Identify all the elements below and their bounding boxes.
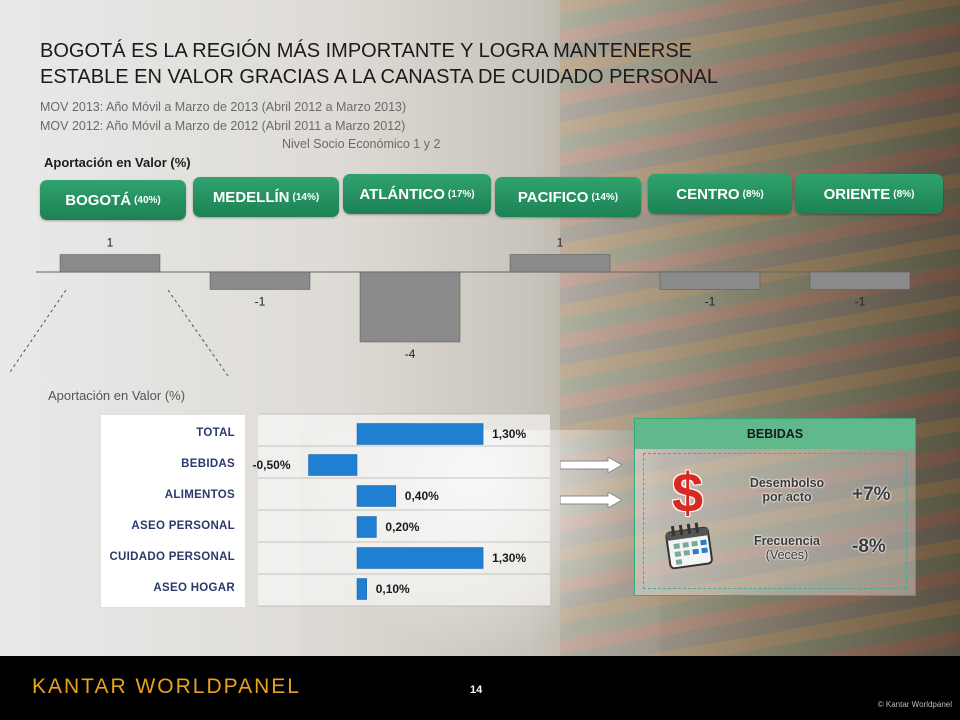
copyright: © Kantar Worldpanel: [877, 700, 952, 709]
region-share: (17%): [447, 188, 475, 200]
bebidas-panel: BEBIDAS $ Desembolso por acto +7% Frecue…: [634, 418, 916, 596]
kantar-logo: KANTAR WORLDPANEL: [32, 675, 301, 698]
desembolso-label: Desembolso por acto: [744, 476, 830, 504]
title-line-1: BOGOTÁ ES LA REGIÓN MÁS IMPORTANTE Y LOG…: [40, 40, 693, 62]
region-bar: [809, 271, 911, 290]
category-chart-ylabel: Aportación en Valor (%): [48, 388, 186, 403]
category-value-label: 0,40%: [405, 489, 439, 503]
category-bar: [356, 423, 484, 445]
region-value-label: -1: [255, 295, 266, 309]
category-label: TOTAL: [196, 427, 235, 439]
category-label: CUIDADO PERSONAL: [109, 551, 235, 563]
arrow-right-icon: [560, 457, 622, 473]
dollar-icon: $: [672, 461, 704, 524]
region-chart-ylabel: Aportación en Valor (%): [44, 155, 191, 170]
region-name: ATLÁNTICO: [359, 185, 445, 203]
subtitle-mov2013: MOV 2013: Año Móvil a Marzo de 2013 (Abr…: [40, 100, 407, 114]
category-label-box: TOTAL BEBIDAS ALIMENTOS ASEO PERSONAL CUIDAD…: [100, 414, 246, 608]
region-bar: [509, 254, 611, 273]
category-label: ASEO PERSONAL: [131, 520, 235, 532]
zoom-guide-line: [9, 289, 67, 373]
region-value-label: -1: [855, 295, 866, 309]
region-share: (14%): [292, 191, 320, 203]
region-name: CENTRO: [676, 185, 740, 203]
region-bar: [359, 271, 461, 343]
category-bar: [356, 516, 377, 538]
region-name: BOGOTÁ: [65, 191, 132, 209]
region-value-label: 1: [107, 236, 114, 250]
bebidas-metrics: $ Desembolso por acto +7% Frecuencia (Ve…: [643, 453, 907, 589]
region-value-label: -1: [705, 295, 716, 309]
region-share: (8%): [893, 188, 915, 200]
slide-title: BOGOTÁ ES LA REGIÓN MÁS IMPORTANTE Y LOG…: [40, 38, 860, 90]
region-pill: CENTRO (8%): [648, 174, 792, 214]
frecuencia-label-1: Frecuencia: [753, 534, 820, 548]
page-number: 14: [470, 684, 483, 696]
category-bar: [356, 547, 484, 569]
region-pill: PACIFICO (14%): [495, 177, 641, 217]
subtitle-mov2012: MOV 2012: Año Móvil a Marzo de 2012 (Abr…: [40, 119, 406, 133]
category-bar: [356, 485, 397, 507]
region-value-label: -4: [405, 347, 416, 361]
category-label: ASEO HOGAR: [153, 582, 235, 594]
category-value-label: 0,10%: [376, 582, 410, 596]
category-label: ALIMENTOS: [164, 489, 235, 501]
region-chart: 1 -1 -4 1 -1 -1: [9, 236, 924, 377]
calendar-icon: [665, 522, 713, 570]
region-name: PACIFICO: [517, 188, 589, 206]
frecuencia-label: Frecuencia (Veces): [744, 534, 830, 562]
subtitle-nse: Nivel Socio Económico 1 y 2: [282, 137, 441, 151]
category-bar: [356, 578, 367, 600]
category-value-label: 0,20%: [385, 520, 419, 534]
footer-bar: [0, 656, 960, 720]
desembolso-label-2: por acto: [762, 490, 812, 504]
region-pill: ORIENTE (8%): [795, 174, 943, 214]
category-value-label: 1,30%: [492, 427, 526, 441]
region-bar: [659, 271, 761, 290]
region-share: (8%): [742, 188, 764, 200]
category-value-label: -0,50%: [253, 458, 291, 472]
region-bar: [209, 271, 311, 290]
frecuencia-value: -8%: [852, 536, 886, 557]
desembolso-value: +7%: [852, 484, 891, 505]
region-share: (14%): [591, 191, 619, 203]
region-pill: BOGOTÁ (40%): [40, 180, 186, 220]
region-name: MEDELLÍN: [212, 188, 290, 206]
category-value-label: 1,30%: [492, 551, 526, 565]
region-bar: [59, 254, 161, 273]
bebidas-title: BEBIDAS: [635, 419, 915, 449]
region-value-label: 1: [557, 236, 564, 250]
desembolso-label-1: Desembolso: [749, 476, 825, 490]
title-line-2: ESTABLE EN VALOR GRACIAS A LA CANASTA DE…: [40, 66, 718, 88]
arrow-right-icon: [560, 492, 622, 508]
category-bar: [308, 454, 358, 476]
region-pill: ATLÁNTICO (17%): [343, 174, 491, 214]
region-name: ORIENTE: [823, 185, 891, 203]
region-share: (40%): [134, 194, 161, 206]
category-label: BEBIDAS: [181, 458, 235, 470]
region-pill: MEDELLÍN (14%): [193, 177, 339, 217]
frecuencia-label-2: (Veces): [765, 548, 809, 562]
